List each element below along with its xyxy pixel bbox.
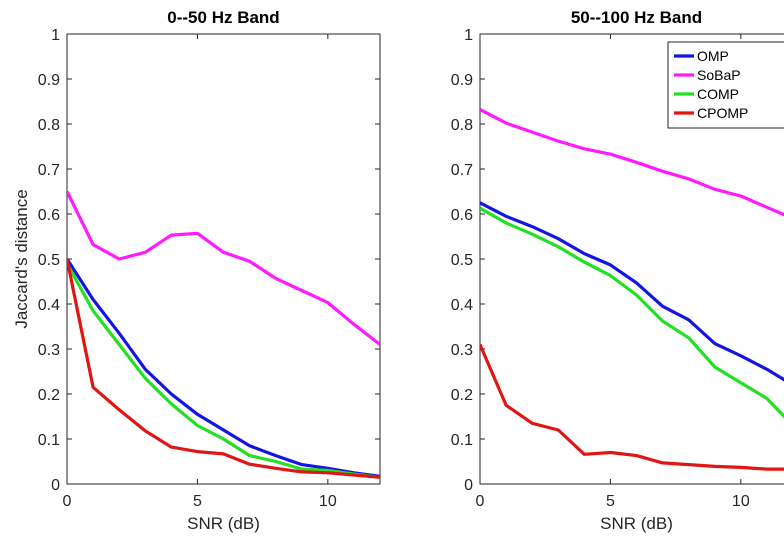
- chart-0-title: 0--50 Hz Band: [167, 8, 279, 27]
- chart-1-legend: OMP SoBaP COMP CPOMP: [667, 41, 784, 129]
- chart-1-x-tick-label-0: 0: [476, 493, 485, 510]
- chart-0-y-axis-label: Jaccard's distance: [12, 189, 31, 328]
- chart-1-y-tick-label-5: 0.5: [451, 252, 473, 269]
- chart-0-series-sobap-line: [67, 190, 380, 346]
- chart-0-series-omp-line: [67, 258, 380, 478]
- chart-1-y-tick-label-0: 0: [464, 477, 473, 494]
- chart-1-legend-label-sobap: SoBaP: [697, 67, 741, 83]
- chart-0-y-tick-label-8: 0.8: [38, 117, 60, 134]
- chart-0-y-tick-label-5: 0.5: [38, 252, 60, 269]
- chart-0-y-tick-label-6: 0.6: [38, 207, 60, 224]
- subplot-50-100hz: 00.10.20.30.40.50.60.70.80.910 5 1050--100…: [451, 8, 784, 533]
- chart-0-x-tick-label-2: 10: [319, 493, 337, 510]
- chart-0-x-tick-label-1: 5: [193, 493, 202, 510]
- chart-1-x-tick-label-2: 10: [732, 493, 750, 510]
- chart-1-legend-label-cpomp: CPOMP: [697, 105, 748, 121]
- chart-0-x-axis-label: SNR (dB): [187, 514, 260, 533]
- chart-1-title: 50--100 Hz Band: [571, 8, 702, 27]
- chart-0-y-tick-label-0: 0: [51, 477, 60, 494]
- subplot-0-50hz: 00.10.20.30.40.50.60.70.80.910 5 100--50 H…: [12, 8, 381, 533]
- chart-1-series-cpomp-line: [480, 343, 784, 471]
- chart-1-y-tick-label-3: 0.3: [451, 342, 473, 359]
- chart-0-y-tick-label-1: 0.1: [38, 432, 60, 449]
- chart-0-series-comp-line: [67, 262, 380, 479]
- chart-1-y-tick-label-6: 0.6: [451, 207, 473, 224]
- chart-0-y-tick-label-3: 0.3: [38, 342, 60, 359]
- chart-1-y-tick-label-1: 0.1: [451, 432, 473, 449]
- chart-0-y-tick-label-10: 1: [51, 27, 60, 44]
- chart-0-y-tick-label-2: 0.2: [38, 387, 60, 404]
- chart-1-y-tick-label-9: 0.9: [451, 72, 473, 89]
- chart-1-series-omp-line: [480, 201, 784, 382]
- chart-1-x-axis-label: SNR (dB): [600, 514, 673, 533]
- chart-1-y-tick-label-10: 1: [464, 27, 473, 44]
- chart-1-legend-label-omp: OMP: [697, 48, 729, 64]
- chart-0-series-cpomp-line: [67, 258, 380, 479]
- chart-1-y-tick-label-8: 0.8: [451, 117, 473, 134]
- chart-0-y-tick-label-7: 0.7: [38, 162, 60, 179]
- chart-0-plot-frame: [66, 33, 381, 485]
- chart-0-y-tick-label-9: 0.9: [38, 72, 60, 89]
- chart-1-y-tick-label-2: 0.2: [451, 387, 473, 404]
- chart-0-y-tick-label-4: 0.4: [38, 297, 60, 314]
- chart-1-legend-label-comp: COMP: [697, 86, 739, 102]
- chart-1-x-tick-label-1: 5: [606, 493, 615, 510]
- chart-1-series-sobap-line: [480, 108, 784, 217]
- chart-1-series-comp-line: [480, 206, 784, 419]
- chart-1-y-tick-label-4: 0.4: [451, 297, 473, 314]
- chart-0-x-tick-label-0: 0: [63, 493, 72, 510]
- chart-1-y-tick-label-7: 0.7: [451, 162, 473, 179]
